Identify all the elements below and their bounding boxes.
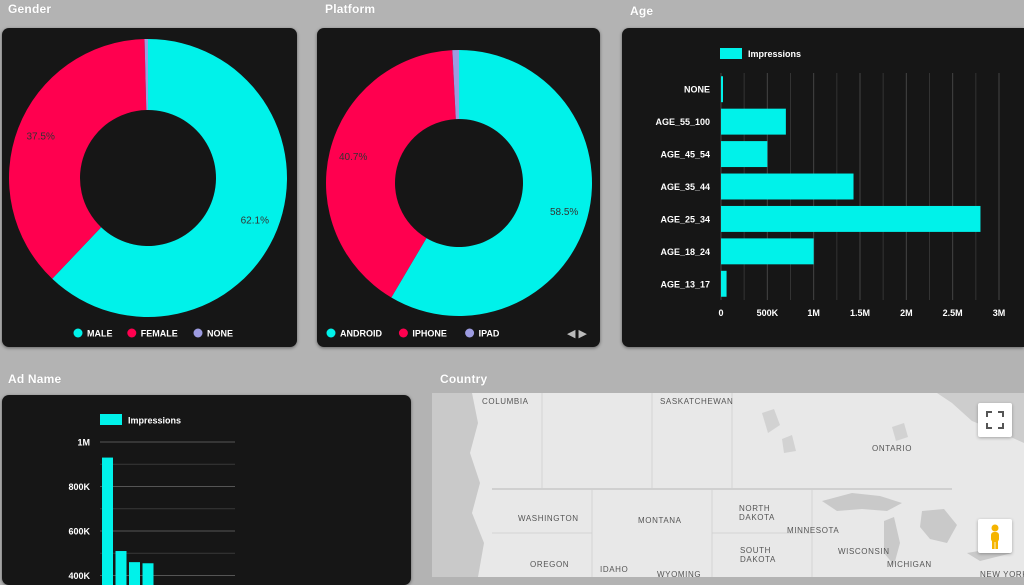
platform-data-label-android: 58.5%: [550, 207, 578, 218]
ad-bar[interactable]: [129, 562, 140, 585]
age-bar-none[interactable]: [721, 76, 723, 103]
age-x-tick-label: 2M: [900, 308, 913, 318]
gender-slice-male[interactable]: [52, 39, 287, 317]
age-y-tick-label: NONE: [684, 85, 710, 95]
age-x-tick-label: 3M: [993, 308, 1006, 318]
age-bar-age_25_34[interactable]: [721, 205, 981, 232]
ad-legend-swatch: [100, 414, 122, 425]
lake-michigan-shape: [884, 517, 900, 565]
age-y-tick-label: AGE_55_100: [655, 117, 710, 127]
ad-name-card: Impressions 400K 600K 800K 1M: [2, 395, 411, 585]
age-x-tick-label: 500K: [757, 308, 779, 318]
age-y-tick-label: AGE_35_44: [660, 182, 710, 192]
country-section-title: Country: [440, 372, 488, 386]
gender-data-label-male: 62.1%: [241, 216, 269, 227]
platform-slice-ipad[interactable]: [452, 50, 459, 120]
map-place-label: DAKOTA: [740, 555, 776, 564]
ad-y-tick-label: 600K: [68, 527, 90, 537]
fullscreen-button[interactable]: [978, 403, 1012, 437]
age-bar-age_55_100[interactable]: [721, 108, 786, 135]
platform-legend-ipad[interactable]: IPAD: [479, 329, 500, 339]
lake-superior-shape: [822, 493, 902, 511]
gender-legend-swatch-male: [73, 328, 83, 338]
map-canvas: COLUMBIA SASKATCHEWAN ONTARIO WASHINGTON MON…: [432, 393, 1024, 577]
age-card: Impressions 0 500K 1M 1.5M 2M 2.5M 3M NONE AGE_55…: [622, 28, 1024, 347]
platform-legend-swatch-android: [326, 328, 336, 338]
map-place-label: WISCONSIN: [838, 547, 890, 556]
platform-slice-android[interactable]: [391, 50, 592, 316]
age-x-tick-label: 2.5M: [943, 308, 963, 318]
ad-y-tick-label: 800K: [68, 482, 90, 492]
platform-slice-iphone[interactable]: [325, 50, 456, 298]
age-bar-age_13_17[interactable]: [721, 270, 727, 297]
gender-legend-swatch-female: [127, 328, 137, 338]
country-map[interactable]: COLUMBIA SASKATCHEWAN ONTARIO WASHINGTON MON…: [432, 393, 1024, 577]
lake-huron-shape: [920, 509, 957, 543]
ocean-shape: [432, 393, 484, 577]
ad-y-tick-label: 1M: [77, 438, 90, 448]
fullscreen-icon: [986, 411, 1004, 429]
gender-slice-female[interactable]: [8, 39, 147, 279]
age-legend-impressions[interactable]: Impressions: [748, 49, 801, 59]
gender-legend-swatch-none: [193, 328, 203, 338]
platform-legend-iphone[interactable]: IPHONE: [412, 329, 447, 339]
map-place-label: DAKOTA: [739, 513, 775, 522]
gender-legend-male[interactable]: MALE: [87, 329, 113, 339]
map-place-label: MINNESOTA: [787, 526, 839, 535]
platform-legend-swatch-iphone: [398, 328, 408, 338]
map-place-label: MICHIGAN: [887, 560, 932, 569]
map-place-label: NORTH: [739, 504, 770, 513]
ad-name-section-title: Ad Name: [8, 372, 62, 386]
age-bar-age_45_54[interactable]: [721, 141, 768, 168]
map-place-label: COLUMBIA: [482, 397, 529, 406]
platform-legend-android[interactable]: ANDROID: [340, 329, 382, 339]
gender-donut-chart: 62.1% 37.5% MALE FEMALE NONE: [8, 39, 287, 339]
map-place-label: SASKATCHEWAN: [660, 397, 733, 406]
age-x-tick-label: 1.5M: [850, 308, 870, 318]
gender-legend-female[interactable]: FEMALE: [141, 329, 178, 339]
platform-legend-pager-icon[interactable]: ◀ ▶: [567, 328, 588, 340]
age-x-tick-label: 0: [718, 308, 723, 318]
age-section-title: Age: [630, 4, 654, 18]
platform-card: 58.5% 40.7% ANDROID IPHONE IPAD ◀ ▶: [317, 28, 600, 347]
age-y-tick-label: AGE_13_17: [660, 279, 710, 289]
gender-slice-none[interactable]: [144, 39, 148, 111]
map-place-label: OREGON: [530, 560, 569, 569]
platform-donut-chart: 58.5% 40.7% ANDROID IPHONE IPAD ◀ ▶: [325, 50, 592, 340]
pegman-icon: [991, 524, 999, 549]
ad-name-bar-chart: Impressions 400K 600K 800K 1M: [68, 414, 235, 585]
gender-data-label-female: 37.5%: [27, 132, 55, 143]
platform-data-label-iphone: 40.7%: [339, 152, 367, 163]
ad-bar[interactable]: [102, 457, 113, 585]
map-place-label: IDAHO: [600, 565, 628, 574]
platform-legend-swatch-ipad: [465, 328, 475, 338]
age-bar-age_35_44[interactable]: [721, 173, 854, 200]
map-place-label: WYOMING: [657, 570, 701, 577]
gender-section-title: Gender: [8, 2, 52, 16]
age-x-tick-label: 1M: [807, 308, 820, 318]
age-y-tick-label: AGE_18_24: [660, 247, 710, 257]
ad-legend-impressions[interactable]: Impressions: [128, 416, 181, 426]
street-view-pegman-button[interactable]: [978, 519, 1012, 553]
map-place-label: NEW YORK: [980, 570, 1024, 577]
ad-y-tick-label: 400K: [68, 571, 90, 581]
gender-legend-none[interactable]: NONE: [207, 329, 233, 339]
gender-card: 62.1% 37.5% MALE FEMALE NONE: [2, 28, 297, 347]
map-place-label: MONTANA: [638, 516, 682, 525]
platform-section-title: Platform: [325, 2, 376, 16]
ad-bar[interactable]: [142, 563, 154, 585]
age-legend-swatch: [720, 48, 742, 59]
map-place-label: SOUTH: [740, 546, 771, 555]
age-bar-age_18_24[interactable]: [721, 238, 814, 265]
ad-bar[interactable]: [115, 551, 127, 585]
age-y-tick-label: AGE_25_34: [660, 214, 710, 224]
map-place-label: WASHINGTON: [518, 514, 579, 523]
age-y-tick-label: AGE_45_54: [660, 150, 710, 160]
map-place-label: ONTARIO: [872, 444, 912, 453]
age-bar-chart: Impressions 0 500K 1M 1.5M 2M 2.5M 3M NONE AGE_55…: [655, 48, 1006, 318]
